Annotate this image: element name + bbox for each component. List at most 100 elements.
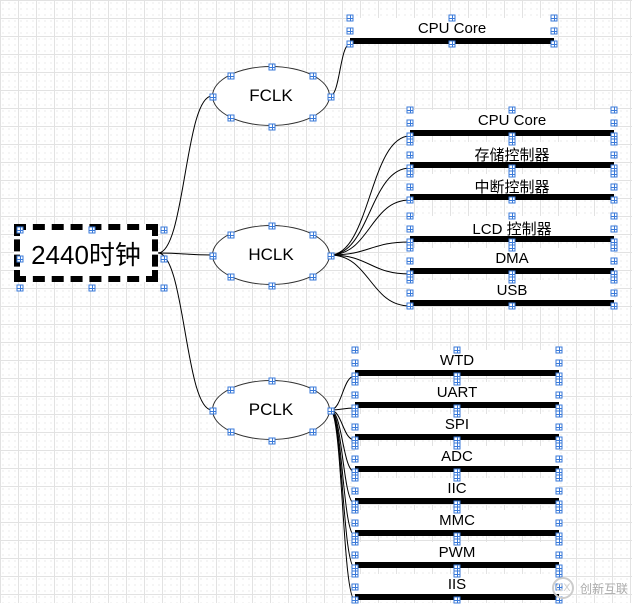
selection-handle[interactable] [352,584,359,591]
selection-handle[interactable] [352,488,359,495]
leaf-node[interactable]: 中断控制器 [410,174,614,200]
selection-handle[interactable] [310,115,317,122]
selection-handle[interactable] [454,507,461,514]
selection-handle[interactable] [227,429,234,436]
leaf-node[interactable]: USB [410,280,614,306]
selection-handle[interactable] [611,213,618,220]
selection-handle[interactable] [509,303,516,310]
selection-handle[interactable] [310,387,317,394]
selection-handle[interactable] [551,28,558,35]
selection-handle[interactable] [407,213,414,220]
selection-handle[interactable] [407,152,414,159]
selection-handle[interactable] [556,520,563,527]
selection-handle[interactable] [509,213,516,220]
selection-handle[interactable] [352,507,359,514]
selection-handle[interactable] [407,184,414,191]
selection-handle[interactable] [611,197,618,204]
selection-handle[interactable] [269,223,276,230]
selection-handle[interactable] [556,539,563,546]
leaf-node[interactable]: WTD [355,350,559,376]
leaf-node[interactable]: CPU Core [410,110,614,136]
selection-handle[interactable] [407,258,414,265]
leaf-node[interactable]: MMC [355,510,559,536]
selection-handle[interactable] [269,64,276,71]
selection-handle[interactable] [449,15,456,22]
selection-handle[interactable] [556,443,563,450]
selection-handle[interactable] [611,258,618,265]
selection-handle[interactable] [227,115,234,122]
selection-handle[interactable] [407,290,414,297]
selection-handle[interactable] [210,94,217,101]
selection-handle[interactable] [611,184,618,191]
selection-handle[interactable] [556,475,563,482]
selection-handle[interactable] [328,253,335,260]
selection-handle[interactable] [269,124,276,131]
selection-handle[interactable] [17,285,24,292]
selection-handle[interactable] [407,303,414,310]
selection-handle[interactable] [407,277,414,284]
selection-handle[interactable] [17,256,24,263]
leaf-node[interactable]: LCD 控制器 [410,216,614,242]
selection-handle[interactable] [161,256,168,263]
selection-handle[interactable] [611,226,618,233]
selection-handle[interactable] [227,232,234,239]
selection-handle[interactable] [352,552,359,559]
selection-handle[interactable] [352,347,359,354]
selection-handle[interactable] [556,360,563,367]
selection-handle[interactable] [509,107,516,114]
selection-handle[interactable] [509,139,516,146]
selection-handle[interactable] [269,283,276,290]
selection-handle[interactable] [407,245,414,252]
selection-handle[interactable] [454,411,461,418]
selection-handle[interactable] [556,488,563,495]
selection-handle[interactable] [352,424,359,431]
clock-node-pclk[interactable]: PCLK [212,380,330,440]
selection-handle[interactable] [89,285,96,292]
selection-handle[interactable] [352,443,359,450]
selection-handle[interactable] [556,392,563,399]
selection-handle[interactable] [449,41,456,48]
selection-handle[interactable] [551,15,558,22]
selection-handle[interactable] [210,408,217,415]
selection-handle[interactable] [352,379,359,386]
selection-handle[interactable] [454,379,461,386]
selection-handle[interactable] [328,408,335,415]
selection-handle[interactable] [454,597,461,604]
selection-handle[interactable] [556,456,563,463]
selection-handle[interactable] [509,171,516,178]
selection-handle[interactable] [611,171,618,178]
leaf-node[interactable]: CPU Core [350,18,554,44]
selection-handle[interactable] [407,139,414,146]
selection-handle[interactable] [611,303,618,310]
leaf-node[interactable]: IIS [355,574,559,600]
selection-handle[interactable] [509,197,516,204]
selection-handle[interactable] [611,139,618,146]
selection-handle[interactable] [347,41,354,48]
leaf-node[interactable]: DMA [410,248,614,274]
leaf-node[interactable]: SPI [355,414,559,440]
selection-handle[interactable] [227,274,234,281]
selection-handle[interactable] [352,392,359,399]
selection-handle[interactable] [611,277,618,284]
selection-handle[interactable] [328,94,335,101]
selection-handle[interactable] [352,571,359,578]
selection-handle[interactable] [556,347,563,354]
selection-handle[interactable] [556,424,563,431]
selection-handle[interactable] [407,197,414,204]
selection-handle[interactable] [551,41,558,48]
selection-handle[interactable] [454,539,461,546]
selection-handle[interactable] [556,379,563,386]
selection-handle[interactable] [611,107,618,114]
selection-handle[interactable] [556,507,563,514]
leaf-node[interactable]: ADC [355,446,559,472]
selection-handle[interactable] [454,571,461,578]
selection-handle[interactable] [352,456,359,463]
selection-handle[interactable] [454,443,461,450]
selection-handle[interactable] [210,253,217,260]
selection-handle[interactable] [227,387,234,394]
selection-handle[interactable] [310,429,317,436]
selection-handle[interactable] [17,227,24,234]
selection-handle[interactable] [611,152,618,159]
selection-handle[interactable] [310,73,317,80]
selection-handle[interactable] [407,226,414,233]
